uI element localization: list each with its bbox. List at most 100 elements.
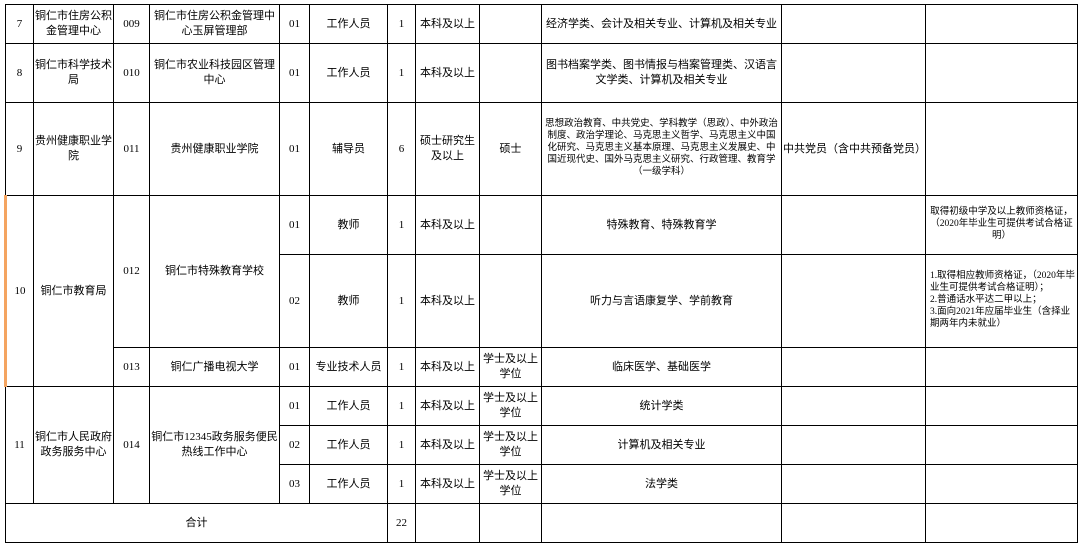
cell-dept: 铜仁市教育局	[34, 196, 114, 387]
recruitment-table: 7 铜仁市住房公积金管理中心 009 铜仁市住房公积金管理中心玉屏管理部 01 …	[4, 4, 1078, 543]
cell-dept: 铜仁市人民政府政务服务中心	[34, 387, 114, 504]
cell-edu: 本科及以上	[416, 387, 480, 426]
cell	[542, 504, 782, 543]
cell-major: 听力与言语康复学、学前教育	[542, 255, 782, 348]
cell-req	[782, 196, 926, 255]
total-row: 合计 22	[6, 504, 1078, 543]
cell-pos: 01	[280, 196, 310, 255]
cell-major: 计算机及相关专业	[542, 426, 782, 465]
table-row: 013 铜仁广播电视大学 01 专业技术人员 1 本科及以上 学士及以上学位 临…	[6, 348, 1078, 387]
cell-edu: 本科及以上	[416, 44, 480, 103]
cell-num: 1	[388, 5, 416, 44]
cell-job: 工作人员	[310, 387, 388, 426]
table-row: 8 铜仁市科学技术局 010 铜仁市农业科技园区管理中心 01 工作人员 1 本…	[6, 44, 1078, 103]
cell-job: 辅导员	[310, 103, 388, 196]
cell	[926, 504, 1078, 543]
total-value: 22	[388, 504, 416, 543]
cell-major: 经济学类、会计及相关专业、计算机及相关专业	[542, 5, 782, 44]
cell-job: 专业技术人员	[310, 348, 388, 387]
cell-note	[926, 5, 1078, 44]
cell-code: 011	[114, 103, 150, 196]
table-row: 11 铜仁市人民政府政务服务中心 014 铜仁市12345政务服务便民热线工作中…	[6, 387, 1078, 426]
cell-job: 教师	[310, 255, 388, 348]
cell-pos: 01	[280, 5, 310, 44]
table-row: 9 贵州健康职业学院 011 贵州健康职业学院 01 辅导员 6 硕士研究生及以…	[6, 103, 1078, 196]
cell-no: 7	[6, 5, 34, 44]
cell-note: 取得初级中学及以上教师资格证，（2020年毕业生可提供考试合格证明）	[926, 196, 1078, 255]
cell-note	[926, 44, 1078, 103]
cell-major: 思想政治教育、中共党史、学科教学（思政）、中外政治制度、政治学理论、马克思主义哲…	[542, 103, 782, 196]
cell-deg: 硕士	[480, 103, 542, 196]
cell-note	[926, 103, 1078, 196]
cell-deg: 学士及以上学位	[480, 426, 542, 465]
cell-unit: 贵州健康职业学院	[150, 103, 280, 196]
cell-pos: 01	[280, 387, 310, 426]
cell-pos: 01	[280, 44, 310, 103]
cell-deg	[480, 196, 542, 255]
total-label: 合计	[6, 504, 388, 543]
cell-req	[782, 348, 926, 387]
cell-pos: 03	[280, 465, 310, 504]
cell-edu: 本科及以上	[416, 348, 480, 387]
cell-pos: 01	[280, 348, 310, 387]
cell-pos: 02	[280, 255, 310, 348]
cell-deg	[480, 255, 542, 348]
cell-note	[926, 465, 1078, 504]
cell-code: 014	[114, 387, 150, 504]
cell-job: 工作人员	[310, 44, 388, 103]
cell	[480, 504, 542, 543]
cell-num: 1	[388, 465, 416, 504]
cell-num: 1	[388, 426, 416, 465]
cell-num: 1	[388, 196, 416, 255]
cell	[782, 504, 926, 543]
cell-req: 中共党员（含中共预备党员）	[782, 103, 926, 196]
cell-num: 1	[388, 44, 416, 103]
cell-no: 10	[6, 196, 34, 387]
cell-major: 统计学类	[542, 387, 782, 426]
cell-major: 临床医学、基础医学	[542, 348, 782, 387]
cell-no: 9	[6, 103, 34, 196]
cell-deg: 学士及以上学位	[480, 387, 542, 426]
table-row: 10 铜仁市教育局 012 铜仁市特殊教育学校 01 教师 1 本科及以上 特殊…	[6, 196, 1078, 255]
cell-dept: 贵州健康职业学院	[34, 103, 114, 196]
table-row: 7 铜仁市住房公积金管理中心 009 铜仁市住房公积金管理中心玉屏管理部 01 …	[6, 5, 1078, 44]
cell-edu: 硕士研究生及以上	[416, 103, 480, 196]
cell-deg: 学士及以上学位	[480, 465, 542, 504]
cell-dept: 铜仁市科学技术局	[34, 44, 114, 103]
cell-req	[782, 5, 926, 44]
cell-num: 6	[388, 103, 416, 196]
cell-edu: 本科及以上	[416, 465, 480, 504]
cell-req	[782, 426, 926, 465]
cell-note	[926, 348, 1078, 387]
table-body: 7 铜仁市住房公积金管理中心 009 铜仁市住房公积金管理中心玉屏管理部 01 …	[6, 5, 1078, 543]
cell-no: 8	[6, 44, 34, 103]
cell-req	[782, 255, 926, 348]
cell-job: 工作人员	[310, 426, 388, 465]
cell-no: 11	[6, 387, 34, 504]
cell-num: 1	[388, 255, 416, 348]
cell-code: 009	[114, 5, 150, 44]
cell-edu: 本科及以上	[416, 5, 480, 44]
cell-deg: 学士及以上学位	[480, 348, 542, 387]
cell-note: 1.取得相应教师资格证，（2020年毕业生可提供考试合格证明）； 2.普通话水平…	[926, 255, 1078, 348]
cell-req	[782, 44, 926, 103]
cell-code: 012	[114, 196, 150, 348]
cell-note	[926, 387, 1078, 426]
cell-num: 1	[388, 348, 416, 387]
cell-unit: 铜仁市特殊教育学校	[150, 196, 280, 348]
cell-req	[782, 387, 926, 426]
cell-pos: 01	[280, 103, 310, 196]
cell-major: 法学类	[542, 465, 782, 504]
cell-unit: 铜仁市住房公积金管理中心玉屏管理部	[150, 5, 280, 44]
cell-deg	[480, 44, 542, 103]
cell-dept: 铜仁市住房公积金管理中心	[34, 5, 114, 44]
cell-edu: 本科及以上	[416, 196, 480, 255]
cell-major: 图书档案学类、图书情报与档案管理类、汉语言文学类、计算机及相关专业	[542, 44, 782, 103]
cell-edu: 本科及以上	[416, 255, 480, 348]
cell-code: 013	[114, 348, 150, 387]
cell-note	[926, 426, 1078, 465]
cell-job: 教师	[310, 196, 388, 255]
cell-unit: 铜仁市农业科技园区管理中心	[150, 44, 280, 103]
cell-major: 特殊教育、特殊教育学	[542, 196, 782, 255]
cell-pos: 02	[280, 426, 310, 465]
